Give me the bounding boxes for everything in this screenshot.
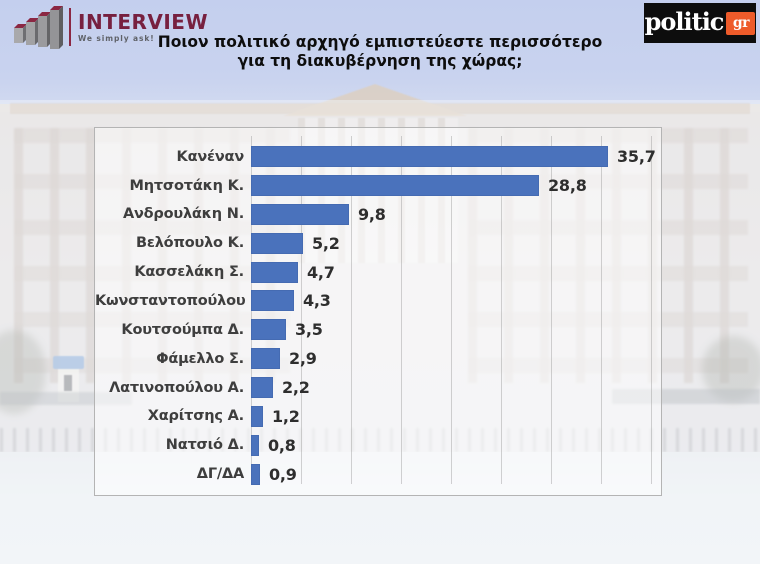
- value-label: 1,2: [272, 406, 300, 426]
- category-label: Κουτσούμπα Δ.: [121, 321, 244, 338]
- interview-logo-tagline: We simply ask!: [78, 33, 155, 43]
- bar: [251, 377, 273, 398]
- bar: [251, 203, 349, 225]
- bar: [251, 232, 303, 254]
- bar: [251, 146, 608, 168]
- chart-row: Βελόπουλο Κ. 5,2: [95, 229, 661, 258]
- value-label: 3,5: [295, 320, 323, 340]
- gridline: [351, 136, 352, 484]
- gridline: [451, 136, 452, 484]
- category-label: ΔΓ/ΔΑ: [196, 466, 244, 483]
- value-label: 4,3: [303, 291, 331, 311]
- politic-logo-gr-badge: gr: [726, 11, 756, 35]
- value-label: 2,2: [282, 378, 310, 397]
- chart-row: Ανδρουλάκη Ν. 9,8: [95, 200, 661, 229]
- politic-logo-text: politic: [644, 6, 725, 36]
- gridline: [401, 136, 402, 484]
- value-label: 35,7: [617, 147, 656, 167]
- logo-divider: [69, 8, 71, 46]
- guard-booth: [53, 356, 84, 402]
- chart-row: Κουτσούμπα Δ. 3,5: [95, 315, 661, 344]
- chart-row: ΔΓ/ΔΑ 0,9: [95, 460, 661, 489]
- category-label: Βελόπουλο Κ.: [135, 235, 244, 252]
- bar: [251, 463, 260, 485]
- category-label: Μητσοτάκη Κ.: [129, 177, 245, 194]
- chart-row: Λατινοπούλου Α. 2,2: [95, 373, 661, 402]
- chart-title: Ποιον πολιτικό αρχηγό εμπιστεύεστε περισ…: [0, 33, 760, 71]
- bar: [251, 175, 539, 197]
- chart-row: Κασσελάκη Σ. 4,7: [95, 258, 661, 287]
- chart-row: Κωνσταντοπούλου Ζ. 4,3: [95, 286, 661, 315]
- parliament-pediment: [283, 84, 467, 116]
- chart-title-line2: για τη διακυβέρνηση της χώρας;: [237, 52, 523, 70]
- value-label: 4,7: [307, 262, 335, 282]
- gridline: [501, 136, 502, 484]
- interview-logo-name: INTERVIEW: [78, 9, 209, 34]
- gridline: [301, 136, 302, 484]
- category-label: Κανέναν: [176, 148, 245, 165]
- chart-row: Φάμελλο Σ. 2,9: [95, 344, 661, 373]
- gridline: [651, 136, 652, 484]
- tree-right: [702, 336, 760, 402]
- category-label: Ανδρουλάκη Ν.: [122, 206, 244, 223]
- gridline: [551, 136, 552, 484]
- politic-logo: politic gr: [644, 3, 756, 43]
- category-label: Χαρίτσης Α.: [147, 408, 244, 425]
- value-label: 5,2: [312, 233, 340, 253]
- bar: [251, 434, 259, 456]
- value-label: 0,8: [268, 435, 296, 455]
- bar: [251, 405, 263, 427]
- interview-bars-icon: [14, 6, 63, 49]
- category-label: Κασσελάκη Σ.: [134, 264, 244, 281]
- bar: [251, 319, 286, 341]
- chart-row: Νατσιό Δ. 0,8: [95, 431, 661, 460]
- interview-logo: INTERVIEW We simply ask!: [12, 4, 208, 50]
- bar: [251, 290, 294, 312]
- value-label: 2,9: [289, 349, 317, 369]
- chart-title-line1: Ποιον πολιτικό αρχηγό εμπιστεύεστε περισ…: [157, 33, 603, 51]
- chart-row: Κανέναν 35,7: [95, 142, 661, 171]
- bar: [251, 261, 298, 283]
- bar: [251, 348, 280, 370]
- category-label: Κωνσταντοπούλου Ζ.: [95, 292, 266, 309]
- chart-panel: Κανέναν 35,7 Μητσοτάκη Κ. 28,8 Ανδρουλάκη Ν.…: [94, 127, 662, 496]
- category-label: Νατσιό Δ.: [165, 437, 244, 454]
- value-label: 0,9: [269, 464, 297, 484]
- chart-row: Χαρίτσης Α. 1,2: [95, 402, 661, 431]
- category-label: Φάμελλο Σ.: [156, 350, 244, 367]
- category-label: Λατινοπούλου Α.: [109, 379, 244, 396]
- gridline: [601, 136, 602, 484]
- chart-row: Μητσοτάκη Κ. 28,8: [95, 171, 661, 200]
- value-label: 28,8: [548, 176, 587, 196]
- value-label: 9,8: [358, 204, 386, 224]
